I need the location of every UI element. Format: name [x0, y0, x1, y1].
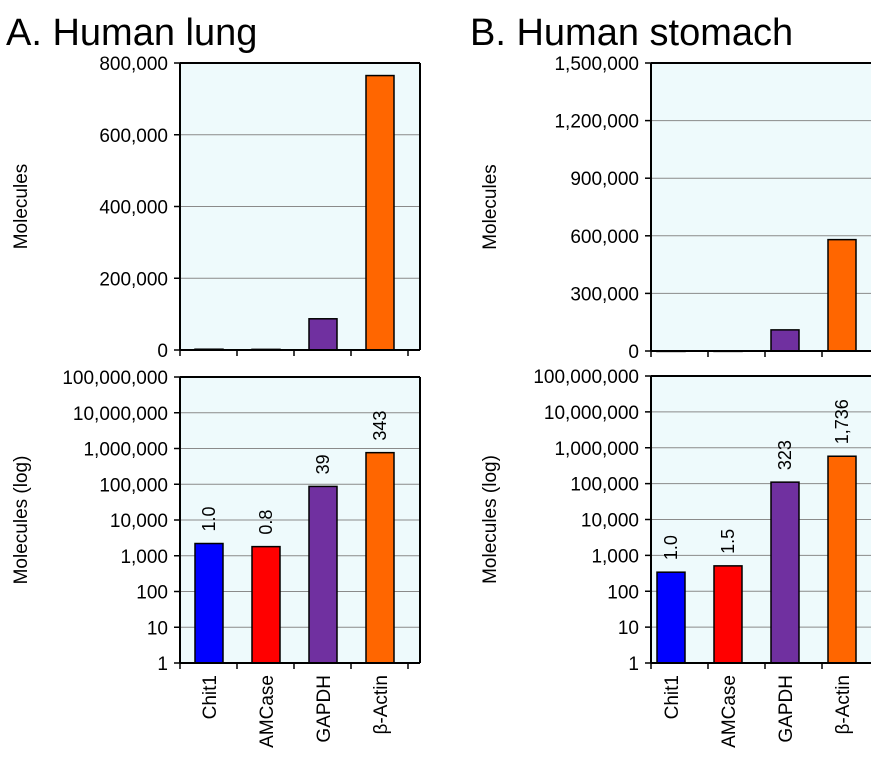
- y-axis-label: Molecules (log): [11, 456, 32, 585]
- y-tick-label: 10,000,000: [544, 403, 639, 424]
- x-category-label: Chit1: [200, 675, 221, 719]
- bar--actin: [827, 238, 857, 352]
- y-tick-label: 1: [628, 654, 639, 675]
- bar-amcase: [251, 545, 281, 664]
- y-tick-label: 100,000,000: [62, 368, 168, 389]
- y-tick-label: 1,000,000: [83, 440, 168, 461]
- x-category-label: GAPDH: [776, 675, 797, 743]
- bar-amcase: [713, 565, 743, 664]
- y-axis-label: Molecules: [480, 164, 501, 250]
- y-tick-label: 400,000: [99, 198, 168, 219]
- y-tick-label: 300,000: [570, 284, 639, 305]
- y-tick-label: 1,000: [120, 547, 168, 568]
- y-tick-label: 600,000: [99, 126, 168, 147]
- data-label: 1,736: [832, 399, 852, 444]
- x-category-label: AMCase: [719, 675, 740, 748]
- y-tick-label: 1,000,000: [554, 439, 639, 460]
- charts-layer: 0 200,000 400,000 600,000 800,000 Molecules 1 1…: [11, 54, 871, 748]
- data-label: 323: [775, 440, 795, 470]
- x-category-label: β-Actin: [833, 675, 854, 735]
- y-tick-label: 1: [157, 654, 168, 675]
- y-tick-label: 600,000: [570, 227, 639, 248]
- x-category-label: AMCase: [257, 675, 278, 748]
- y-tick-label: 10: [147, 618, 168, 639]
- y-tick-label: 1,000: [591, 546, 639, 567]
- panel-a-title: A. Human lung: [6, 12, 257, 54]
- data-label: 39: [313, 454, 333, 474]
- panel-b-title: B. Human stomach: [470, 12, 793, 54]
- data-label: 0.8: [256, 510, 276, 535]
- bar-chit1: [194, 542, 224, 664]
- y-tick-label: 1,200,000: [554, 112, 639, 133]
- y-tick-label: 100,000,000: [533, 367, 639, 388]
- y-tick-label: 10,000: [581, 511, 639, 532]
- bar--actin: [827, 455, 857, 664]
- bar--actin: [365, 451, 395, 664]
- data-label: 1.0: [661, 535, 681, 560]
- y-tick-label: 10,000,000: [73, 404, 168, 425]
- y-tick-label: 10: [618, 618, 639, 639]
- data-label: 343: [370, 411, 390, 441]
- y-tick-label: 100,000: [99, 475, 168, 496]
- bar-gapdh: [770, 329, 800, 352]
- y-axis-label: Molecules: [11, 164, 32, 250]
- y-tick-label: 0: [157, 341, 168, 362]
- x-category-label: Chit1: [662, 675, 683, 719]
- data-label: 1.0: [199, 506, 219, 531]
- y-tick-label: 10,000: [110, 511, 168, 532]
- y-tick-label: 1,500,000: [554, 54, 639, 75]
- y-tick-label: 900,000: [570, 169, 639, 190]
- y-tick-label: 100,000: [570, 475, 639, 496]
- x-category-label: GAPDH: [314, 675, 335, 743]
- y-tick-label: 0: [628, 342, 639, 363]
- y-tick-label: 200,000: [99, 269, 168, 290]
- bar-gapdh: [308, 485, 338, 664]
- bar-gapdh: [308, 318, 338, 351]
- x-category-label: β-Actin: [371, 675, 392, 735]
- y-axis-label: Molecules (log): [480, 455, 501, 584]
- y-tick-label: 100: [607, 582, 639, 603]
- bar--actin: [365, 74, 395, 351]
- bar-chit1: [656, 571, 686, 664]
- bar-gapdh: [770, 481, 800, 664]
- y-tick-label: 100: [136, 583, 168, 604]
- data-label: 1.5: [718, 529, 738, 554]
- y-tick-label: 800,000: [99, 54, 168, 75]
